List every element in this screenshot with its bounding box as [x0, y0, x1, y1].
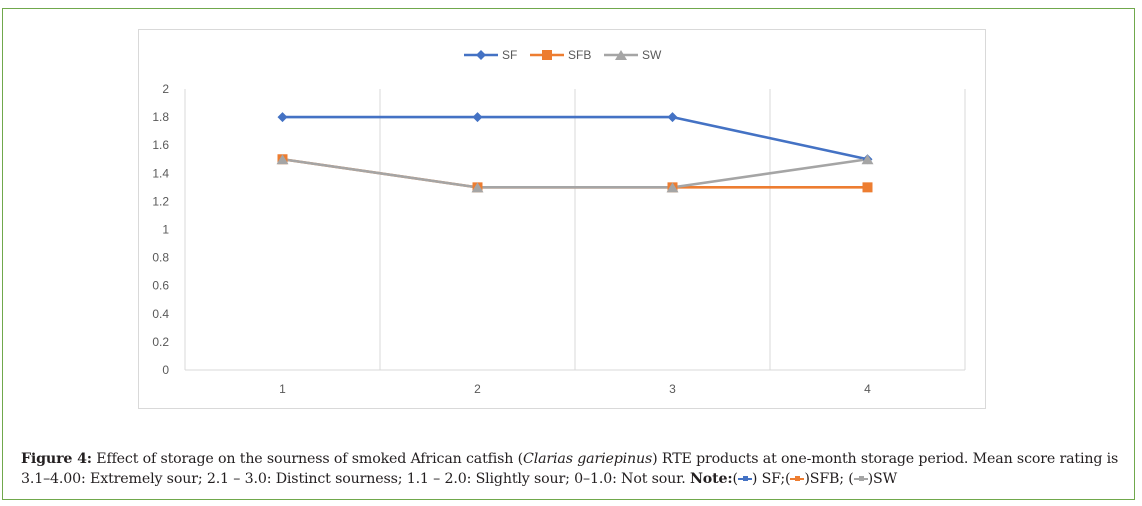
legend-marker-sfb [542, 50, 552, 60]
data-point-sfb [862, 182, 873, 193]
y-tick-label: 0.8 [152, 251, 169, 265]
chart-area [138, 29, 986, 409]
data-point-sw [276, 154, 289, 165]
y-tick-label: 0.6 [152, 279, 169, 293]
data-point-sf [472, 112, 483, 123]
y-tick-label: 0.4 [152, 307, 169, 321]
caption-text: Effect of storage on the sourness of smo… [91, 451, 524, 467]
figure-caption: Figure 4: Effect of storage on the sourn… [21, 449, 1121, 489]
sf-legend-icon [737, 474, 752, 484]
note-label: Note: [689, 471, 733, 487]
note-sw: )SW [867, 471, 898, 487]
sw-legend-icon [853, 474, 868, 484]
x-tick-label: 1 [279, 382, 286, 396]
legend-marker-sw [615, 50, 627, 60]
series-line-sf [282, 115, 868, 161]
species-name: Clarias gariepinus [523, 451, 653, 467]
data-point-sw [471, 182, 484, 193]
series-lines [282, 115, 868, 189]
note-sfb: )SFB; ( [804, 471, 854, 487]
y-tick-label: 1.6 [152, 138, 169, 152]
x-tick-label: 2 [474, 382, 481, 396]
data-point-sw [666, 182, 679, 193]
gridlines [184, 89, 966, 371]
y-tick-label: 0.2 [152, 335, 169, 349]
legend-label-sf: SF [502, 48, 517, 62]
legend-label-sw: SW [642, 48, 662, 62]
x-tick-label: 4 [864, 382, 871, 396]
y-tick-label: 1.4 [152, 166, 169, 180]
y-tick-label: 2 [162, 82, 169, 96]
figure-label: Figure 4: [21, 451, 92, 467]
y-tick-label: 1.8 [152, 110, 169, 124]
legend-marker-sf [476, 50, 486, 60]
x-axis: 1 2 3 4 [279, 382, 871, 396]
note-sf: ) SF;( [751, 471, 791, 487]
series-markers [276, 112, 874, 193]
y-tick-label: 1.2 [152, 194, 169, 208]
x-tick-label: 3 [669, 382, 676, 396]
legend: SF SFB SW [464, 48, 662, 62]
sfb-legend-icon [790, 474, 805, 484]
figure-frame [2, 8, 1135, 500]
y-tick-label: 0 [162, 363, 169, 377]
y-tick-label: 1 [162, 223, 169, 237]
legend-label-sfb: SFB [568, 48, 591, 62]
series-line-sw [282, 157, 868, 189]
data-point-sf [667, 112, 678, 123]
note-paren: ( [732, 471, 738, 487]
caption-text-cont: ) RTE products at one-month storage peri… [21, 451, 1119, 487]
data-point-sw [861, 154, 874, 165]
y-axis: 0 0.2 0.4 0.6 0.8 1 1.2 1.4 1.6 1.8 2 [152, 82, 169, 377]
data-point-sf [277, 112, 288, 123]
